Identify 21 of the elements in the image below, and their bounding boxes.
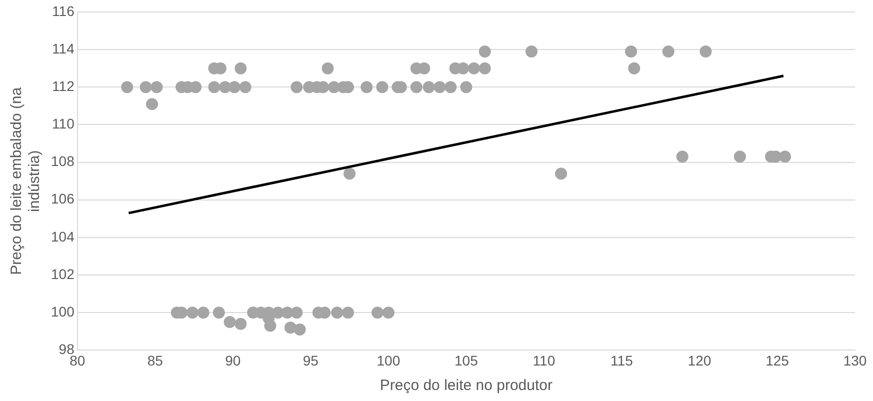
x-tick-label: 110 <box>532 352 556 368</box>
x-tick-label: 115 <box>610 352 634 368</box>
x-tick-label: 100 <box>376 352 400 368</box>
y-tick-label: 106 <box>51 190 75 207</box>
x-tick-label: 85 <box>147 352 164 368</box>
y-tick-label: 116 <box>52 2 75 19</box>
y-tick-label: 110 <box>52 116 75 132</box>
x-axis-title: Preço do leite no produtor <box>380 377 552 394</box>
x-tick-label: 90 <box>225 352 241 368</box>
y-tick-label: 104 <box>51 228 75 244</box>
y-tick-label: 112 <box>52 78 75 94</box>
y-tick-label: 108 <box>51 153 75 170</box>
y-tick-label: 114 <box>52 40 75 56</box>
x-tick-label: 95 <box>302 352 319 368</box>
x-tick-label: 120 <box>688 352 712 368</box>
y-axis-title: Preço do leite embalado (na indústria) <box>8 86 44 275</box>
x-tick-label: 130 <box>843 352 867 368</box>
x-tick-label: 105 <box>454 352 478 368</box>
y-tick-label: 100 <box>51 303 75 320</box>
x-tick-label: 125 <box>766 352 790 368</box>
y-tick-label: 102 <box>51 266 75 282</box>
